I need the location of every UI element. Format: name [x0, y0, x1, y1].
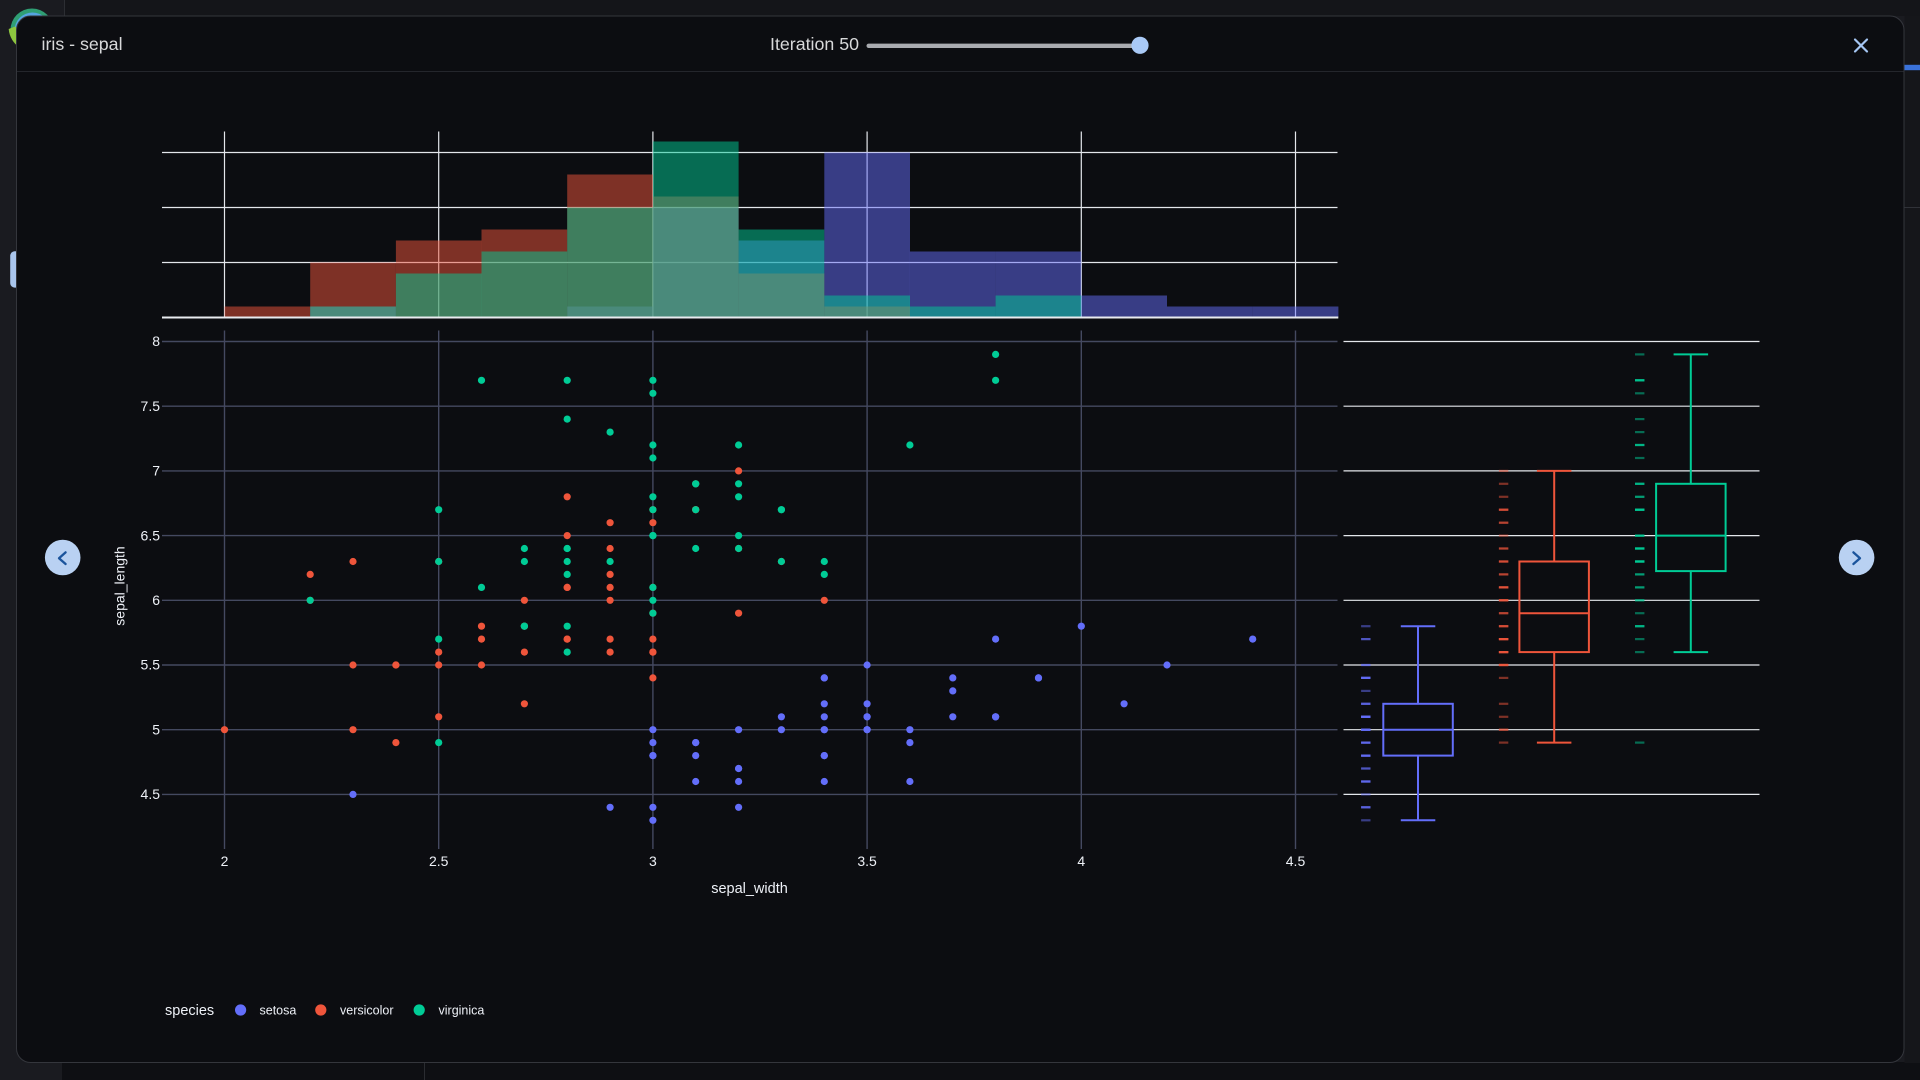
svg-text:2.5: 2.5	[429, 853, 449, 869]
svg-text:5: 5	[152, 721, 160, 737]
svg-text:6: 6	[152, 592, 160, 608]
svg-text:sepal_length: sepal_length	[112, 546, 128, 625]
svg-text:5.5: 5.5	[141, 657, 161, 673]
svg-text:sepal_width: sepal_width	[711, 881, 788, 897]
svg-text:setosa: setosa	[260, 1004, 297, 1018]
svg-text:iris - sepal: iris - sepal	[42, 34, 123, 54]
svg-text:4: 4	[1077, 853, 1085, 869]
svg-text:4.5: 4.5	[1286, 853, 1306, 869]
svg-text:8: 8	[152, 333, 160, 349]
svg-text:species: species	[165, 1003, 214, 1019]
svg-text:7: 7	[152, 463, 160, 479]
svg-text:6.5: 6.5	[141, 527, 161, 543]
svg-text:7.5: 7.5	[141, 398, 161, 414]
svg-text:2: 2	[221, 853, 229, 869]
svg-text:virginica: virginica	[439, 1004, 485, 1018]
svg-text:Iteration 50: Iteration 50	[770, 34, 859, 54]
svg-text:4.5: 4.5	[141, 786, 161, 802]
svg-text:3: 3	[649, 853, 657, 869]
svg-text:3.5: 3.5	[857, 853, 877, 869]
svg-text:versicolor: versicolor	[340, 1004, 394, 1018]
